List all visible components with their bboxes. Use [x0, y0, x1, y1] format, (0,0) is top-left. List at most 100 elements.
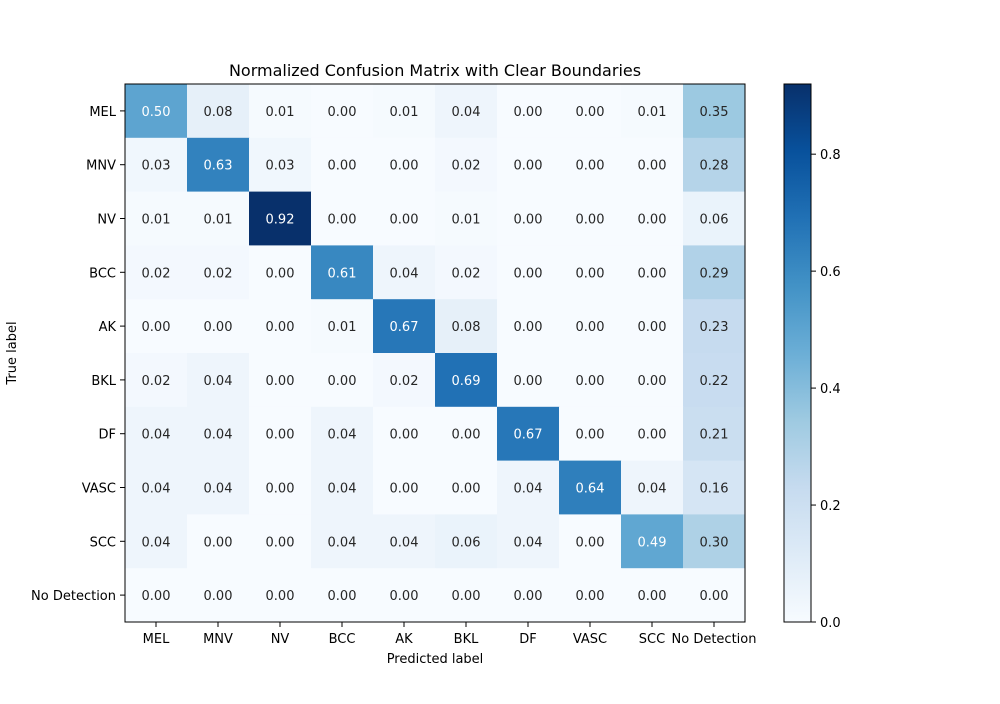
heatmap-cell — [435, 84, 498, 139]
heatmap-cell — [621, 84, 684, 139]
heatmap-cell — [497, 514, 560, 569]
colorbar-tick-label: 0.2 — [820, 499, 841, 514]
cell-value-label: 0.04 — [328, 428, 357, 443]
cell-value-label: 0.04 — [514, 482, 543, 497]
cell-value-label: 0.00 — [514, 159, 543, 174]
cell-value-label: 0.00 — [452, 428, 481, 443]
heatmap-cell — [249, 353, 312, 408]
cell-value-label: 0.00 — [266, 428, 295, 443]
y-tick-label: MEL — [89, 105, 116, 120]
cell-value-label: 0.00 — [638, 428, 667, 443]
x-tick-label: NV — [271, 632, 290, 647]
heatmap-cell — [311, 299, 374, 354]
y-tick-label: DF — [99, 428, 117, 443]
x-tick-label: MNV — [203, 632, 233, 647]
heatmap-cell — [621, 191, 684, 246]
cell-value-label: 0.01 — [390, 105, 419, 120]
y-tick-label: NV — [97, 213, 116, 228]
cell-value-label: 0.01 — [204, 213, 233, 228]
heatmap-cell — [249, 137, 312, 193]
cell-value-label: 0.00 — [638, 266, 667, 281]
cell-value-label: 0.00 — [266, 482, 295, 497]
cell-value-label: 0.00 — [328, 213, 357, 228]
cell-value-label: 0.63 — [204, 159, 233, 174]
heatmap-cell — [125, 245, 188, 300]
heatmap-cell — [125, 84, 188, 139]
heatmap-cell — [621, 299, 684, 354]
cell-value-label: 0.49 — [638, 535, 667, 550]
cell-value-label: 0.00 — [390, 589, 419, 604]
y-tick-label: No Detection — [31, 589, 116, 604]
x-tick-label: AK — [395, 632, 413, 647]
heatmap-cell — [435, 245, 498, 300]
heatmap-cell — [125, 568, 188, 623]
cell-value-label: 0.04 — [204, 428, 233, 443]
heatmap-cell — [373, 299, 436, 354]
heatmap-cell — [311, 514, 374, 569]
cell-value-label: 0.08 — [452, 320, 481, 335]
cell-value-label: 0.28 — [700, 159, 729, 174]
heatmap-cell — [125, 353, 188, 408]
cell-value-label: 0.06 — [700, 213, 729, 228]
x-tick-label: MEL — [143, 632, 170, 647]
cell-value-label: 0.00 — [576, 105, 605, 120]
chart-title: Normalized Confusion Matrix with Clear B… — [229, 61, 641, 80]
cell-value-label: 0.00 — [576, 374, 605, 389]
cell-value-label: 0.04 — [390, 266, 419, 281]
x-axis-ticks: MEL MNV NV BCC AK BKL DF VASC SCC No Detection — [143, 622, 757, 647]
heatmap-cell — [683, 245, 746, 300]
heatmap-cell — [683, 568, 746, 623]
heatmap-cell — [373, 137, 436, 193]
heatmap-cell — [187, 245, 250, 300]
heatmap-cell — [311, 245, 374, 300]
x-tick-label: No Detection — [672, 632, 757, 647]
heatmap-cell — [249, 568, 312, 623]
cell-value-label: 0.02 — [452, 159, 481, 174]
heatmap-cell — [187, 84, 250, 139]
heatmap-cell — [373, 460, 436, 515]
heatmap-cell — [125, 406, 188, 462]
x-tick-label: BKL — [454, 632, 479, 647]
heatmap-cell — [187, 460, 250, 515]
cell-value-label: 0.08 — [204, 105, 233, 120]
cell-value-label: 0.00 — [328, 589, 357, 604]
cell-value-label: 0.04 — [514, 535, 543, 550]
cell-value-label: 0.00 — [328, 159, 357, 174]
heatmap-cell — [621, 514, 684, 569]
y-axis-ticks: MEL MNV NV BCC AK BKL DF VASC SCC No Detection — [31, 105, 125, 604]
heatmap-cell — [683, 84, 746, 139]
plot-frame — [124, 83, 746, 623]
cell-value-label: 0.00 — [328, 374, 357, 389]
y-axis-label: True label — [5, 321, 20, 385]
cell-value-label: 0.23 — [700, 320, 729, 335]
heatmap-cell — [187, 353, 250, 408]
cell-value-label: 0.00 — [638, 374, 667, 389]
cell-value-label: 0.00 — [638, 589, 667, 604]
heatmap-cell — [125, 137, 188, 193]
heatmap-cell — [559, 84, 622, 139]
heatmap-cell — [621, 137, 684, 193]
heatmap-cell — [559, 353, 622, 408]
cell-value-label: 0.00 — [514, 105, 543, 120]
heatmap-cell — [559, 299, 622, 354]
cell-value-label: 0.00 — [452, 482, 481, 497]
cell-value-label: 0.00 — [514, 374, 543, 389]
cell-value-label: 0.00 — [204, 535, 233, 550]
heatmap-cell — [559, 568, 622, 623]
heatmap-cell — [373, 568, 436, 623]
heatmap-cell — [125, 191, 188, 246]
cell-value-label: 0.00 — [700, 589, 729, 604]
heatmap-cell-labels: 0.50 0.08 0.01 0.00 0.01 0.04 0.00 0.00 0.01 0.35… — [142, 105, 729, 604]
cell-value-label: 0.00 — [142, 320, 171, 335]
cell-value-label: 0.04 — [204, 482, 233, 497]
cell-value-label: 0.04 — [638, 482, 667, 497]
cell-value-label: 0.02 — [390, 374, 419, 389]
heatmap-cell — [497, 191, 560, 246]
heatmap-cell — [249, 514, 312, 569]
cell-value-label: 0.00 — [266, 266, 295, 281]
heatmap-cell — [559, 514, 622, 569]
y-tick-label: AK — [99, 320, 117, 335]
heatmap-cell — [497, 137, 560, 193]
heatmap-cell — [311, 137, 374, 193]
